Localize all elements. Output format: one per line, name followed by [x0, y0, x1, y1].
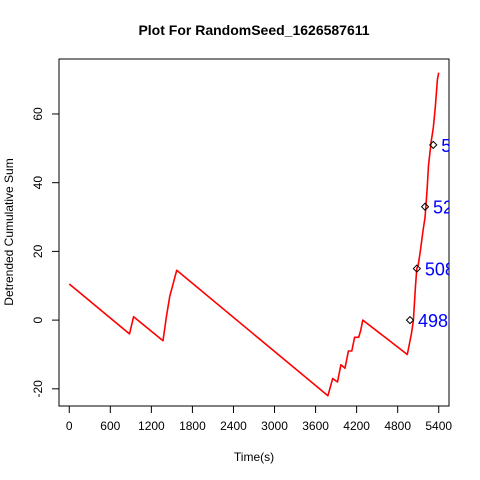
annotation-label: 53: [441, 136, 461, 156]
x-tick-label: 4200: [343, 419, 370, 433]
y-axis: -20 0 20 40 60: [31, 107, 60, 398]
x-tick-label: 600: [100, 419, 120, 433]
annotation-label: 508: [425, 260, 455, 280]
x-tick-label: 1200: [138, 419, 165, 433]
y-axis-label: Detrended Cumulative Sum: [2, 158, 16, 305]
x-tick-label: 3600: [302, 419, 329, 433]
series-line: [68, 72, 440, 397]
x-tick-label: 2400: [220, 419, 247, 433]
y-tick-label: 40: [31, 176, 45, 190]
y-tick-label: -20: [31, 380, 45, 398]
annotation-marker: [405, 315, 415, 325]
y-tick-label: 0: [31, 316, 45, 323]
annotation-marker: [412, 264, 422, 273]
x-tick-label: 0: [66, 419, 73, 433]
y-tick-label: 20: [31, 244, 45, 258]
annotation-label: 4980: [418, 311, 458, 331]
y-tick-label: 60: [31, 107, 45, 121]
x-tick-label: 3000: [261, 419, 288, 433]
annotation-marker: [420, 202, 430, 211]
chart-title: Plot For RandomSeed_1626587611: [138, 22, 369, 38]
plot-frame: [58, 58, 450, 407]
annotation-label: 520: [433, 198, 463, 218]
x-tick-label: 1800: [179, 419, 206, 433]
annotation-marker: [429, 140, 438, 150]
x-tick-label: 4800: [384, 419, 411, 433]
x-axis-label: Time(s): [234, 450, 274, 464]
x-axis: 0 600 1200 1800 2400 3000 3600 4200 4800 5400: [66, 405, 452, 433]
x-tick-label: 5400: [425, 419, 452, 433]
